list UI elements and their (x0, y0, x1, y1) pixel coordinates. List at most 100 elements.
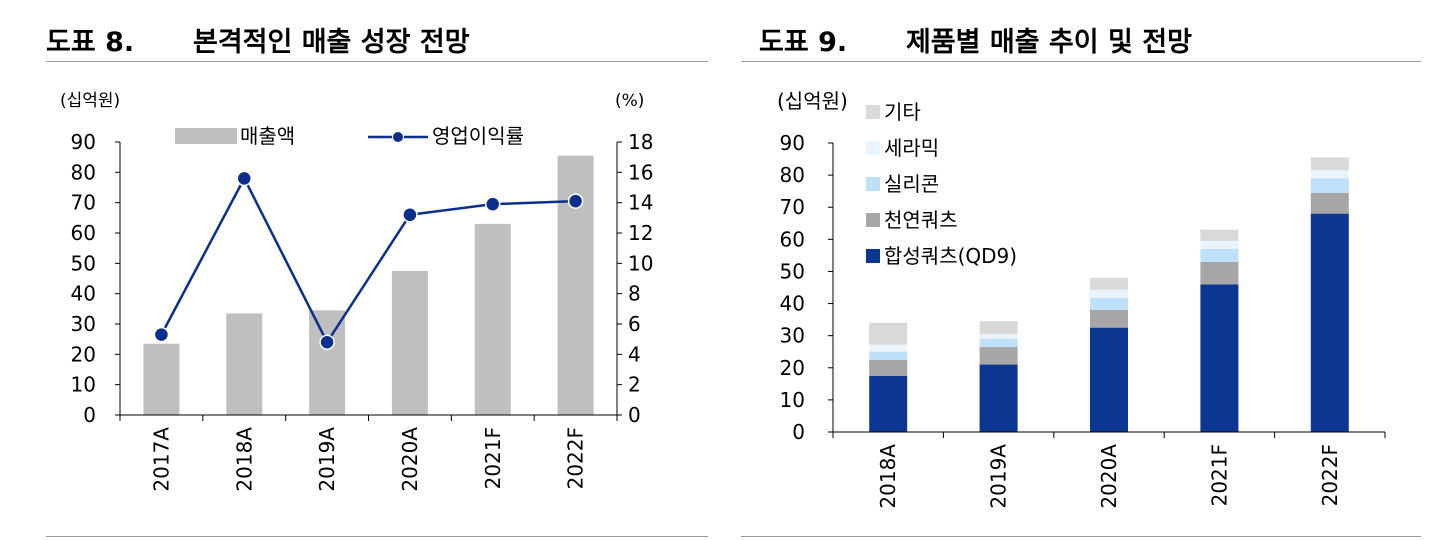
title-divider (741, 61, 1421, 62)
y-axis-unit-label: (십억원) (777, 89, 848, 113)
x-tick-label: 2021F (481, 427, 505, 489)
bar-segment-2021F-2 (1200, 248, 1239, 262)
bar-segment-2020A-3 (1090, 289, 1128, 298)
y-tick-label: 80 (780, 163, 805, 187)
y-tick-label: 10 (780, 388, 805, 412)
figure-label: 도표 9. (759, 27, 848, 58)
y-tick-label: 90 (780, 131, 805, 155)
x-tick-label: 2020A (398, 427, 422, 492)
x-tick-label: 2020A (1097, 444, 1121, 509)
y2-tick-label: 2 (628, 373, 641, 397)
bar-segment-2019A-3 (979, 334, 1018, 339)
legend-swatch-1 (866, 213, 880, 227)
bar-segment-2019A-2 (979, 338, 1018, 347)
x-tick-label: 2018A (232, 427, 256, 492)
y-tick-label: 70 (71, 191, 96, 215)
y-tick-label: 0 (792, 420, 805, 444)
bar-segment-2018A-0 (869, 375, 908, 432)
y2-tick-label: 14 (628, 191, 653, 215)
y2-tick-label: 18 (628, 130, 653, 154)
figure-label: 도표 8. (46, 27, 135, 58)
bar-segment-2019A-4 (979, 321, 1018, 335)
bar-segment-2019A-0 (979, 364, 1018, 432)
legend-label-1: 천연쿼츠 (884, 208, 958, 232)
legend-marker-margin (392, 131, 404, 143)
bar-2017A (143, 343, 180, 415)
panel-title-9: 도표 9. 제품별 매출 추이 및 전망 (759, 20, 1192, 59)
legend-label-4: 기타 (884, 100, 921, 124)
bar-segment-2021F-4 (1200, 229, 1239, 241)
bar-2019A (309, 310, 346, 415)
bar-segment-2020A-2 (1090, 297, 1128, 310)
panel-title-8: 도표 8. 본격적인 매출 성장 전망 (46, 20, 470, 59)
point-2019A (319, 334, 335, 350)
bar-segment-2022F-3 (1310, 170, 1349, 179)
y-tick-label: 50 (780, 259, 805, 283)
bar-2018A (226, 313, 263, 415)
y-tick-label: 20 (71, 342, 96, 366)
y2-tick-label: 6 (628, 312, 641, 336)
x-tick-label: 2017A (149, 427, 173, 492)
y2-tick-label: 8 (628, 282, 641, 306)
y2-tick-label: 16 (628, 160, 653, 184)
bar-segment-2020A-4 (1090, 277, 1128, 290)
y2-tick-label: 12 (628, 221, 653, 245)
y-tick-label: 10 (71, 373, 96, 397)
bar-segment-2021F-0 (1200, 284, 1239, 432)
y-tick-label: 30 (780, 324, 805, 348)
x-tick-label: 2019A (315, 427, 339, 492)
point-2020A (402, 207, 418, 223)
x-tick-label: 2022F (1318, 444, 1342, 506)
bar-segment-2018A-3 (869, 344, 908, 352)
bar-segment-2018A-2 (869, 351, 908, 360)
bar-segment-2018A-1 (869, 359, 908, 376)
y-tick-label: 30 (71, 312, 96, 336)
y2-tick-label: 0 (628, 403, 641, 427)
legend-swatch-revenue (175, 128, 237, 144)
y-tick-label: 70 (780, 195, 805, 219)
legend-label-margin: 영업이익률 (432, 124, 524, 148)
y-tick-label: 40 (71, 282, 96, 306)
y-axis-unit-label: (십억원) (60, 91, 120, 111)
bar-segment-2019A-1 (979, 346, 1018, 365)
y2-tick-label: 10 (628, 251, 653, 275)
point-2021F (485, 196, 501, 212)
legend-swatch-0 (866, 249, 880, 263)
legend-label-0: 합성쿼츠(QD9) (884, 244, 1017, 268)
y-tick-label: 0 (83, 403, 96, 427)
y2-axis-unit-label: (%) (615, 91, 644, 111)
legend-swatch-4 (866, 105, 880, 119)
bar-segment-2020A-1 (1090, 309, 1128, 328)
chart-title: 본격적인 매출 성장 전망 (192, 27, 470, 58)
legend-label-2: 실리콘 (884, 172, 939, 196)
y-tick-label: 60 (780, 227, 805, 251)
revenue-margin-chart: (십억원) (%) 0 10 20 30 40 50 60 70 80 90 0 2 4 6 8 10 12 14 16… (60, 91, 653, 492)
bar-segment-2022F-4 (1310, 157, 1349, 171)
bar-segment-2021F-3 (1200, 240, 1239, 249)
chart-title: 제품별 매출 추이 및 전망 (905, 27, 1192, 58)
point-2018A (236, 170, 252, 187)
y-tick-label: 20 (780, 356, 805, 380)
legend-label-revenue: 매출액 (240, 124, 295, 148)
point-2022F (567, 193, 584, 209)
bar-2020A (391, 270, 428, 415)
y-tick-label: 80 (71, 160, 96, 184)
series-line-operating-margin (160, 175, 576, 345)
y-tick-label: 50 (71, 251, 96, 275)
bar-segment-2021F-1 (1200, 261, 1239, 285)
x-tick-label: 2022F (564, 427, 588, 489)
y-tick-label: 40 (780, 292, 805, 316)
bottom-divider (741, 536, 1421, 537)
bar-2021F (474, 223, 511, 415)
y-tick-label: 90 (71, 130, 96, 154)
point-2017A (153, 326, 170, 343)
bar-segment-2022F-0 (1310, 213, 1349, 432)
title-divider (46, 61, 708, 62)
y2-tick-label: 4 (628, 342, 641, 366)
bar-segment-2022F-1 (1310, 192, 1349, 214)
legend-swatch-2 (866, 177, 880, 191)
bar-segment-2018A-4 (869, 322, 908, 345)
bottom-divider (46, 536, 708, 537)
x-tick-label: 2021F (1207, 444, 1231, 506)
